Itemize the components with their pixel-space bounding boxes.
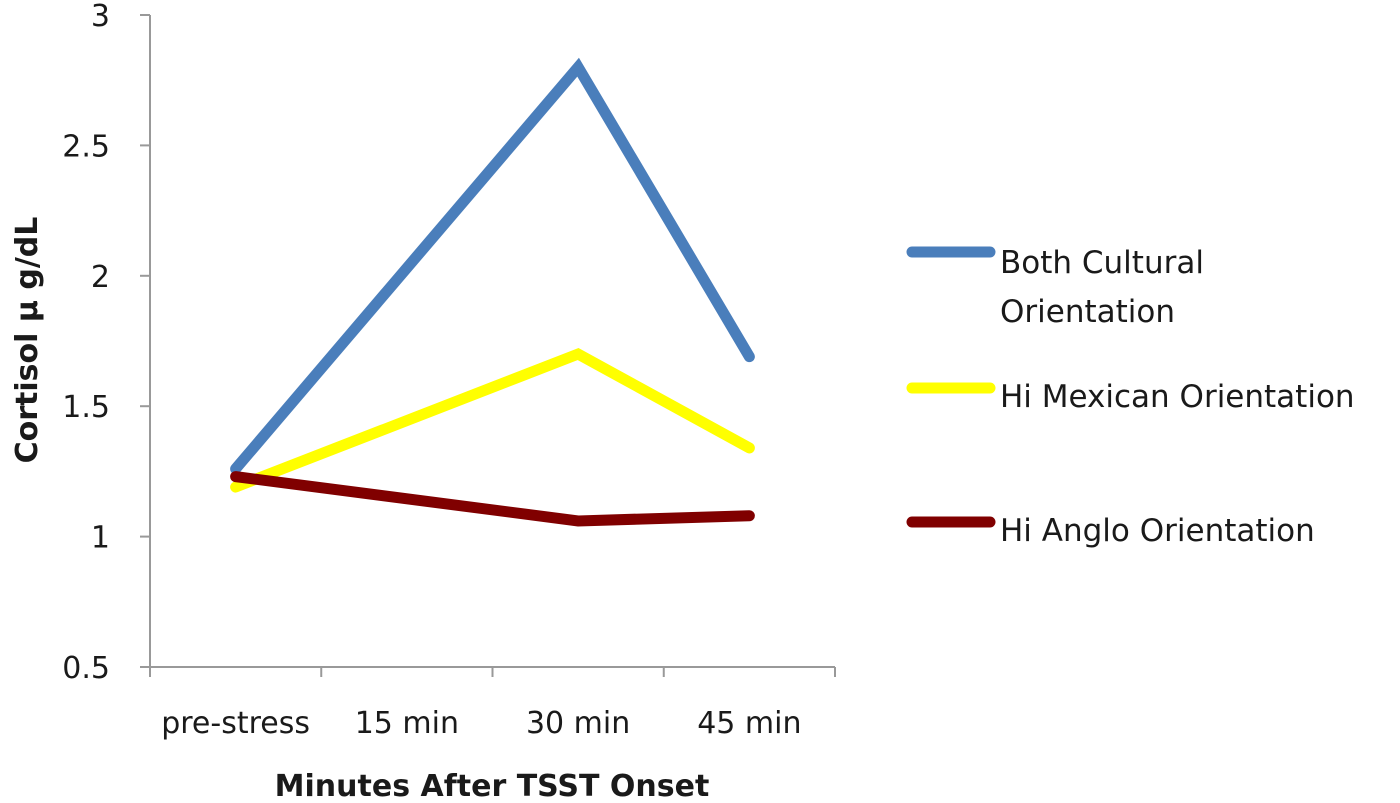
- y-tick-labels: 0.5 1 1.5 2 2.5 3: [62, 0, 110, 686]
- x-tick-label: 30 min: [526, 706, 630, 741]
- y-tick-label: 2.5: [62, 129, 110, 164]
- x-tick-label: 15 min: [355, 706, 459, 741]
- legend: Both Cultural Orientation Hi Mexican Orien…: [906, 245, 1355, 549]
- y-tick-label: 2: [91, 260, 110, 295]
- axes: [140, 14, 836, 677]
- y-tick-label: 1.5: [62, 390, 110, 425]
- legend-label: Hi Anglo Orientation: [1000, 513, 1315, 549]
- x-tick-label: pre-stress: [161, 706, 310, 741]
- series-line-1: [230, 57, 755, 475]
- x-tick-label: 45 min: [697, 706, 801, 741]
- legend-label: Orientation: [1000, 294, 1175, 330]
- legend-label: Hi Mexican Orientation: [1000, 379, 1355, 415]
- y-tick-label: 1: [91, 521, 110, 556]
- series-line-3: [230, 471, 755, 527]
- x-tick-labels: pre-stress 15 min 30 min 45 min: [161, 706, 801, 741]
- y-tick-label: 3: [91, 0, 110, 34]
- x-axis-title: Minutes After TSST Onset: [275, 769, 710, 803]
- y-tick-label: 0.5: [62, 651, 110, 686]
- legend-label: Both Cultural: [1000, 245, 1204, 281]
- series-lines: [230, 57, 755, 527]
- series-line-2: [230, 347, 755, 493]
- y-axis-title: Cortisol μ g/dL: [10, 217, 45, 464]
